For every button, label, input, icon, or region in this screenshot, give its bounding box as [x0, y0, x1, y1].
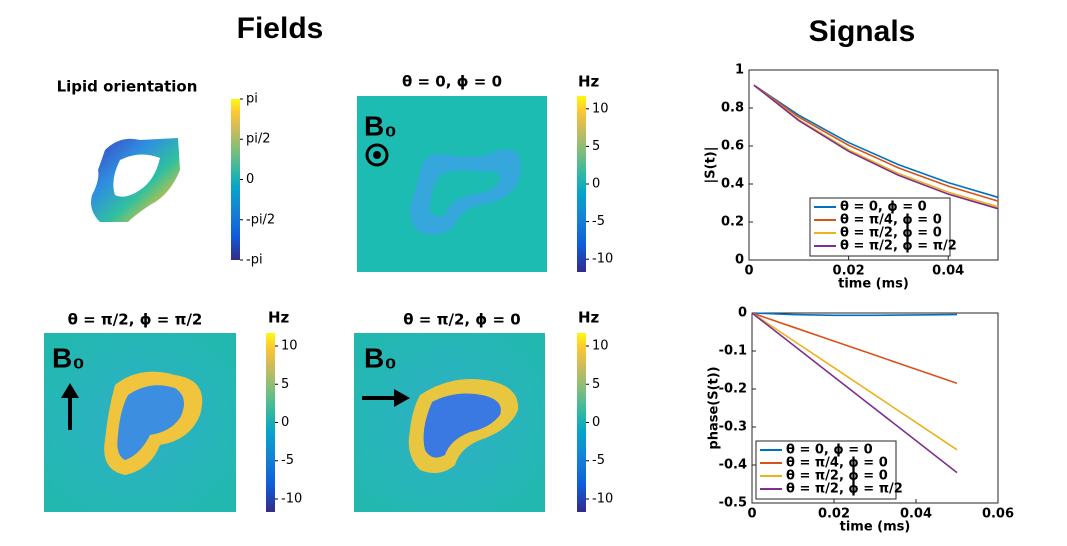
colorbar-tick-label: 5 — [592, 377, 600, 392]
x-tick-label: 0.04 — [900, 507, 932, 522]
colorbar-tick-label: -5 — [281, 453, 294, 468]
section-title: Signals — [809, 15, 916, 48]
legend-label: θ = 0, ϕ = 0 — [786, 443, 873, 458]
x-tick-label: 0 — [744, 264, 753, 279]
y-axis-label: |S(t)| — [704, 147, 719, 184]
y-tick-label: 0.4 — [721, 177, 744, 192]
x-axis-label: time (ms) — [840, 520, 911, 535]
field-label: B₀ — [364, 110, 397, 141]
line — [751, 312, 958, 474]
legend-label: θ = π/2, ϕ = 0 — [786, 469, 888, 484]
colorbar-tick-label: pi — [246, 92, 258, 107]
colorbar — [577, 96, 586, 272]
y-tick-label: -0.3 — [719, 420, 747, 435]
x-tick-label: 0.02 — [818, 507, 850, 522]
colorbar — [266, 333, 275, 512]
colorbar-unit: Hz — [578, 309, 600, 327]
legend-label: θ = π/4, ϕ = 0 — [786, 456, 888, 471]
y-tick-label: -0.2 — [719, 382, 747, 397]
colorbar — [577, 333, 586, 512]
colorbar-tick-label: pi/2 — [246, 132, 271, 147]
x-tick-label: 0.02 — [833, 264, 865, 279]
colorbar-tick-label: -10 — [281, 491, 302, 506]
panel-title: θ = π/2, ϕ = 0 — [403, 311, 520, 329]
legend-label: θ = π/4, ϕ = 0 — [840, 213, 942, 228]
line — [753, 84, 999, 199]
y-tick-label: 0 — [738, 306, 747, 321]
legend-label: θ = 0, ϕ = 0 — [840, 200, 927, 215]
b0-symbol — [61, 143, 410, 430]
y-tick-label: -0.4 — [719, 458, 747, 473]
colorbar-tick-label: -10 — [592, 252, 613, 267]
field-image — [354, 333, 545, 512]
colorbar-tick-label: 5 — [592, 139, 600, 154]
section-title: Fields — [237, 12, 324, 45]
y-tick-label: 0.6 — [721, 139, 744, 154]
line — [751, 312, 958, 451]
colorbar-tick-label: 10 — [592, 101, 609, 116]
legend-label: θ = π/2, ϕ = π/2 — [840, 239, 957, 254]
field-label: B₀ — [364, 342, 397, 373]
line — [751, 312, 958, 385]
colorbar-tick-label: 10 — [281, 339, 298, 354]
colorbar-tick-label: -5 — [592, 214, 605, 229]
x-axis-label: time (ms) — [838, 277, 909, 292]
colorbar-tick-label: 5 — [281, 377, 289, 392]
colorbar-tick-label: 10 — [592, 339, 609, 354]
line — [751, 312, 958, 317]
colorbar-tick-label: -pi/2 — [246, 212, 275, 227]
x-tick-label: 0 — [747, 507, 756, 522]
x-tick-label: 0.04 — [932, 264, 964, 279]
y-tick-label: 0 — [735, 253, 744, 268]
line — [753, 84, 999, 202]
legend-label: θ = π/2, ϕ = π/2 — [786, 482, 903, 497]
y-tick-label: 0.8 — [721, 101, 744, 116]
colorbar — [231, 99, 240, 260]
lipid-image — [91, 138, 180, 222]
colorbar-tick-label: -10 — [592, 491, 613, 506]
legend-label: θ = π/2, ϕ = 0 — [840, 226, 942, 241]
field-image — [44, 333, 236, 512]
panel-title: θ = 0, ϕ = 0 — [402, 73, 502, 91]
y-axis-label: phase(S(t)) — [707, 366, 722, 449]
field-label: B₀ — [52, 342, 85, 373]
y-tick-label: 0.2 — [721, 215, 744, 230]
colorbar-unit: Hz — [268, 309, 290, 327]
panel-title: Lipid orientation — [57, 78, 198, 96]
field-image — [357, 96, 547, 272]
y-tick-label: -0.1 — [719, 344, 747, 359]
colorbar-tick-label: 0 — [246, 172, 254, 187]
colorbar-tick-label: 0 — [592, 415, 600, 430]
y-tick-label: 1 — [735, 63, 744, 78]
colorbar-unit: Hz — [578, 73, 600, 91]
colorbar-tick-label: -5 — [592, 453, 605, 468]
colorbar-tick-label: 0 — [592, 177, 600, 192]
line — [753, 84, 999, 210]
y-tick-label: -0.5 — [719, 496, 747, 511]
colorbar-tick-label: -pi — [246, 253, 263, 268]
panel-title: θ = π/2, ϕ = π/2 — [68, 311, 203, 329]
x-tick-label: 0.06 — [982, 507, 1014, 522]
colorbar-tick-label: 0 — [281, 415, 289, 430]
